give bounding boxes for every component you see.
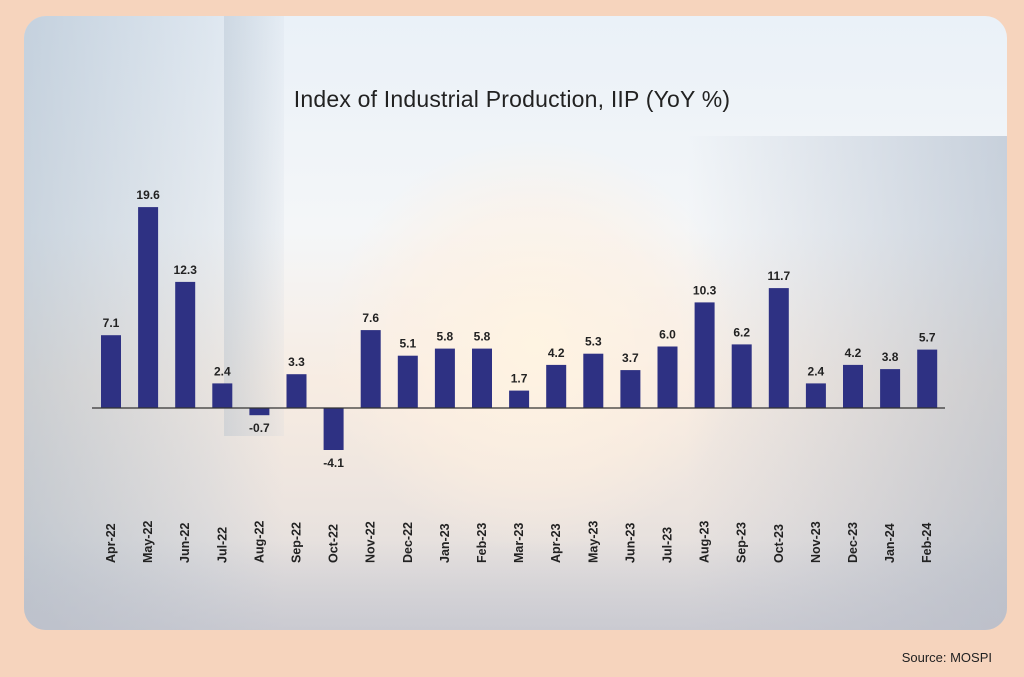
value-label-Dec-23: 4.2 (845, 346, 862, 360)
bar-Jul-23 (657, 346, 678, 408)
background-ground (24, 540, 1007, 630)
category-label-Apr-22: Apr-22 (104, 523, 118, 563)
category-label-Jan-23: Jan-23 (438, 523, 452, 563)
value-label-Apr-23: 4.2 (548, 346, 565, 360)
category-label-Jan-24: Jan-24 (883, 523, 897, 563)
value-label-Nov-22: 7.6 (362, 311, 379, 325)
category-label-May-22: May-22 (141, 521, 155, 563)
value-label-Jun-22: 12.3 (174, 263, 198, 277)
value-label-Aug-23: 10.3 (693, 283, 717, 297)
category-label-Feb-23: Feb-23 (475, 523, 489, 563)
value-label-Jan-23: 5.8 (437, 330, 454, 344)
category-label-Apr-23: Apr-23 (549, 523, 563, 563)
bar-Mar-23 (509, 390, 530, 408)
bar-Oct-22 (323, 408, 344, 450)
bar-Nov-22 (360, 330, 381, 408)
category-label-Jul-23: Jul-23 (661, 527, 675, 563)
category-label-Mar-23: Mar-23 (512, 523, 526, 563)
value-label-Jan-24: 3.8 (882, 350, 899, 364)
bar-Jan-24 (880, 369, 901, 408)
bar-Dec-23 (843, 364, 863, 408)
category-label-Feb-24: Feb-24 (920, 523, 934, 563)
category-label-Aug-23: Aug-23 (698, 521, 712, 563)
value-label-Jul-23: 6.0 (659, 328, 676, 342)
bar-Jul-22 (212, 383, 233, 408)
background-tower (224, 16, 284, 436)
category-label-Nov-22: Nov-22 (364, 521, 378, 563)
category-label-Aug-22: Aug-22 (252, 521, 266, 563)
category-label-Nov-23: Nov-23 (809, 521, 823, 563)
bar-Nov-23 (805, 383, 826, 408)
bar-Jun-22 (175, 281, 196, 408)
bar-Sep-22 (286, 374, 307, 408)
value-label-Oct-22: -4.1 (323, 456, 344, 470)
value-label-Nov-23: 2.4 (808, 364, 825, 378)
bar-Aug-22 (249, 408, 270, 416)
category-label-Jun-22: Jun-22 (178, 523, 192, 563)
value-label-Jun-23: 3.7 (622, 351, 639, 365)
background-glow (324, 136, 744, 556)
value-label-Apr-22: 7.1 (103, 316, 120, 330)
bar-Dec-22 (397, 355, 418, 408)
value-label-May-23: 5.3 (585, 335, 602, 349)
value-label-Oct-23: 11.7 (767, 269, 790, 283)
bar-Feb-24 (917, 349, 938, 408)
category-label-Jul-22: Jul-22 (215, 527, 229, 563)
bar-Aug-23 (694, 302, 715, 408)
category-label-Oct-23: Oct-23 (772, 524, 786, 563)
value-label-Feb-23: 5.8 (474, 330, 491, 344)
bar-Apr-22 (101, 335, 121, 408)
bars-group (101, 207, 938, 450)
value-label-May-22: 19.6 (136, 188, 160, 202)
bar-May-23 (583, 353, 604, 408)
value-label-Aug-22: -0.7 (249, 421, 270, 435)
category-labels-group: Apr-22 May-22 Jun-22 Jul-22 Aug-22 Sep-22 Oct-… (104, 521, 934, 563)
bar-May-22 (138, 207, 159, 408)
bar-Apr-23 (546, 364, 567, 408)
bar-Feb-23 (472, 348, 492, 408)
value-labels-group: 7.1 19.6 12.3 2.4 -0.7 3.3 -4.1 7.6 5.1 5.8 5.8 1.7… (103, 188, 936, 470)
value-label-Jul-22: 2.4 (214, 364, 231, 378)
bar-Sep-23 (731, 344, 752, 408)
category-label-Jun-23: Jun-23 (623, 523, 637, 563)
chart-title: Index of Industrial Production, IIP (YoY… (293, 86, 731, 112)
bar-Oct-23 (768, 288, 789, 408)
value-label-Dec-22: 5.1 (399, 337, 416, 351)
value-label-Mar-23: 1.7 (511, 372, 528, 386)
category-label-Sep-22: Sep-22 (290, 522, 304, 563)
category-label-May-23: May-23 (586, 521, 600, 563)
bar-Jan-23 (434, 348, 455, 408)
value-label-Sep-22: 3.3 (288, 355, 305, 369)
value-label-Feb-24: 5.7 (919, 331, 936, 345)
source-note: Source: MOSPI (901, 650, 992, 665)
bar-Jun-23 (620, 370, 641, 408)
category-label-Dec-23: Dec-23 (846, 522, 860, 563)
category-label-Dec-22: Dec-22 (401, 522, 415, 563)
value-label-Sep-23: 6.2 (733, 325, 750, 339)
category-label-Oct-22: Oct-22 (327, 524, 341, 563)
category-label-Sep-23: Sep-23 (735, 522, 749, 563)
